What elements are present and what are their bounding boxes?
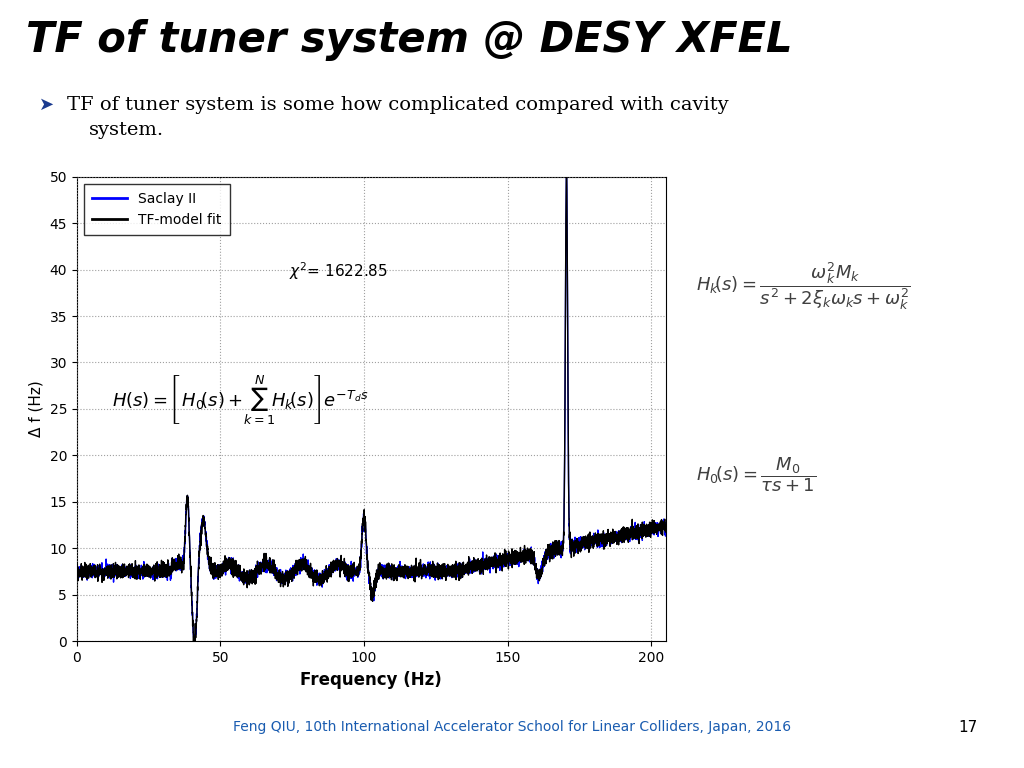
Text: $H_0\!\left(s\right)=\dfrac{M_0}{\tau s+1}$: $H_0\!\left(s\right)=\dfrac{M_0}{\tau s+… — [696, 455, 817, 494]
Saclay II — [300, 558, 312, 568]
Saclay II — [601, 535, 613, 545]
Saclay II — [188, 637, 201, 646]
Saclay II — [133, 571, 145, 580]
TF-model fit — [300, 559, 312, 568]
Saclay II — [524, 545, 537, 554]
Text: TF of tuner system @ DESY XFEL: TF of tuner system @ DESY XFEL — [26, 19, 793, 61]
Y-axis label: Δ f (Hz): Δ f (Hz) — [29, 381, 44, 437]
TF-model fit — [133, 573, 145, 582]
Text: Feng QIU, 10th International Accelerator School for Linear Colliders, Japan, 201: Feng QIU, 10th International Accelerator… — [232, 720, 792, 734]
Text: $H\left(s\right)=\!\left[\,H_0\!\left(s\right)+\!\sum_{k=1}^{N}\!H_k\!\left(s\ri: $H\left(s\right)=\!\left[\,H_0\!\left(s\… — [112, 372, 369, 426]
Text: TF of tuner system is some how complicated compared with cavity: TF of tuner system is some how complicat… — [67, 96, 728, 114]
Text: $H_k\!\left(s\right)=\dfrac{\omega_k^2 M_k}{s^2+2\xi_k\omega_k s+\omega_k^2}$: $H_k\!\left(s\right)=\dfrac{\omega_k^2 M… — [696, 260, 911, 313]
Text: ➤: ➤ — [39, 96, 54, 114]
Text: system.: system. — [89, 121, 164, 138]
Saclay II — [71, 565, 83, 574]
Saclay II — [659, 520, 672, 529]
X-axis label: Frequency (Hz): Frequency (Hz) — [300, 670, 442, 689]
TF-model fit — [323, 564, 335, 573]
TF-model fit — [187, 637, 200, 646]
Legend: Saclay II, TF-model fit: Saclay II, TF-model fit — [84, 184, 229, 235]
Line: Saclay II: Saclay II — [77, 177, 666, 641]
TF-model fit — [601, 536, 613, 545]
TF-model fit — [71, 567, 83, 576]
Line: TF-model fit: TF-model fit — [77, 177, 666, 641]
TF-model fit — [659, 528, 672, 537]
Saclay II — [323, 563, 335, 572]
TF-model fit — [450, 557, 462, 566]
Text: 17: 17 — [958, 720, 978, 736]
Saclay II — [450, 562, 462, 571]
Text: $\chi^2$= 1622.85: $\chi^2$= 1622.85 — [289, 260, 387, 282]
TF-model fit — [524, 550, 537, 559]
TF-model fit — [560, 172, 572, 181]
Saclay II — [560, 172, 572, 181]
